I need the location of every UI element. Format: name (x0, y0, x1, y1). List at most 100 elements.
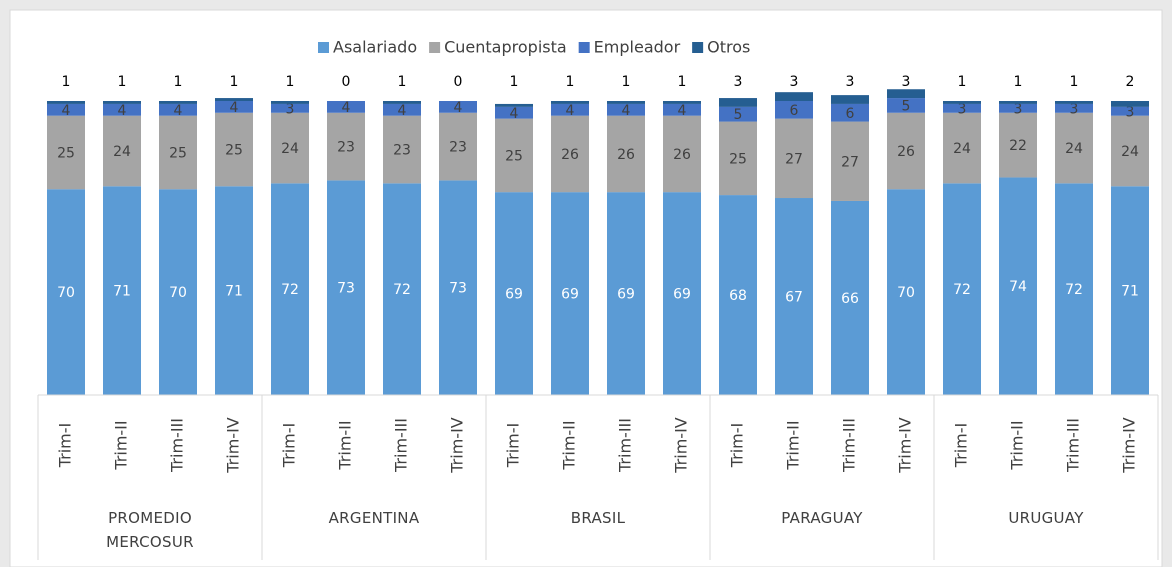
bar-segment (831, 200, 869, 395)
data-label: 3 (286, 101, 295, 117)
data-label: 1 (174, 74, 183, 90)
x-tick-label: Trim-III (168, 418, 187, 473)
data-label: 0 (342, 74, 351, 90)
data-label: 3 (846, 74, 855, 90)
data-label: 5 (902, 98, 911, 114)
bar-segment (999, 103, 1037, 113)
bar-segment (831, 121, 869, 201)
group-label: URUGUAY (1008, 509, 1084, 527)
x-tick-label: Trim-III (1064, 418, 1083, 473)
data-label: 1 (230, 74, 239, 90)
data-label: 4 (118, 103, 127, 119)
bar-segment (439, 112, 477, 181)
data-label: 25 (729, 151, 747, 167)
bar-segment (1055, 112, 1093, 184)
data-label: 3 (1070, 101, 1079, 117)
bar-segment (159, 189, 197, 395)
x-tick-label: Trim-I (504, 423, 523, 469)
data-label: 27 (785, 151, 803, 167)
data-label: 4 (454, 100, 463, 116)
data-label: 4 (174, 103, 183, 119)
data-label: 1 (566, 74, 575, 90)
data-label: 70 (169, 285, 187, 301)
bar-segment (607, 103, 645, 116)
data-label: 24 (953, 141, 971, 157)
data-label: 1 (678, 74, 687, 90)
bar-segment (47, 189, 85, 395)
bar-segment (383, 103, 421, 116)
bar-segment (215, 186, 253, 395)
data-label: 4 (622, 103, 631, 119)
bar-segment (999, 101, 1037, 104)
x-tick-label: Trim-I (952, 423, 971, 469)
data-label: 1 (1014, 74, 1023, 90)
data-label: 26 (673, 147, 691, 163)
bar-segment (607, 115, 645, 193)
bar-segment (439, 180, 477, 395)
data-label: 72 (281, 282, 299, 298)
bar-segment (775, 92, 813, 101)
data-label: 1 (958, 74, 967, 90)
data-label: 70 (57, 285, 75, 301)
data-label: 66 (841, 291, 859, 307)
data-label: 72 (1065, 282, 1083, 298)
bar-segment (439, 101, 477, 113)
data-label: 67 (785, 290, 803, 306)
x-tick-label: Trim-I (280, 423, 299, 469)
x-tick-label: Trim-III (840, 418, 859, 473)
bar-segment (47, 101, 85, 104)
bar-segment (383, 183, 421, 395)
bar-segment (887, 98, 925, 113)
data-label: 4 (230, 100, 239, 116)
data-label: 69 (673, 287, 691, 303)
bar-segment (103, 186, 141, 395)
data-label: 5 (734, 107, 743, 123)
data-label: 25 (169, 145, 187, 161)
bar-segment (271, 112, 309, 184)
bar-segment (47, 115, 85, 190)
bar-segment (159, 115, 197, 190)
bar-segment (663, 101, 701, 104)
bar-segment (775, 101, 813, 119)
bar-segment (1055, 183, 1093, 395)
bar-segment (159, 103, 197, 116)
data-label: 25 (505, 148, 523, 164)
data-label: 3 (734, 74, 743, 90)
data-label: 72 (393, 282, 411, 298)
data-label: 24 (281, 141, 299, 157)
data-label: 1 (622, 74, 631, 90)
x-tick-label: Trim-IV (448, 417, 467, 474)
bar-segment (103, 115, 141, 187)
data-label: 26 (617, 147, 635, 163)
legend-swatch (578, 42, 590, 53)
data-label: 69 (505, 287, 523, 303)
bar-segment (1055, 101, 1093, 104)
bar-segment (775, 198, 813, 395)
data-label: 23 (337, 140, 355, 156)
bar-segment (1111, 115, 1149, 187)
bar-segment (831, 103, 869, 122)
data-label: 2 (1126, 74, 1135, 90)
data-label: 4 (62, 103, 71, 119)
bar-segment (999, 177, 1037, 395)
data-label: 1 (1070, 74, 1079, 90)
bar-segment (775, 118, 813, 199)
bar-segment (943, 183, 981, 395)
bar-segment (103, 103, 141, 116)
bar-segment (271, 183, 309, 395)
bar-segment (383, 101, 421, 104)
bar-segment (999, 112, 1037, 178)
data-label: 71 (1121, 284, 1139, 300)
data-label: 26 (561, 147, 579, 163)
data-label: 23 (449, 140, 467, 156)
bar-segment (1111, 101, 1149, 107)
data-label: 22 (1009, 138, 1027, 154)
data-label: 1 (510, 74, 519, 90)
data-label: 73 (449, 281, 467, 297)
x-tick-label: Trim-IV (224, 417, 243, 474)
bar-segment (663, 115, 701, 193)
data-label: 74 (1009, 279, 1027, 295)
bar-segment (1055, 103, 1093, 113)
data-label: 69 (617, 287, 635, 303)
